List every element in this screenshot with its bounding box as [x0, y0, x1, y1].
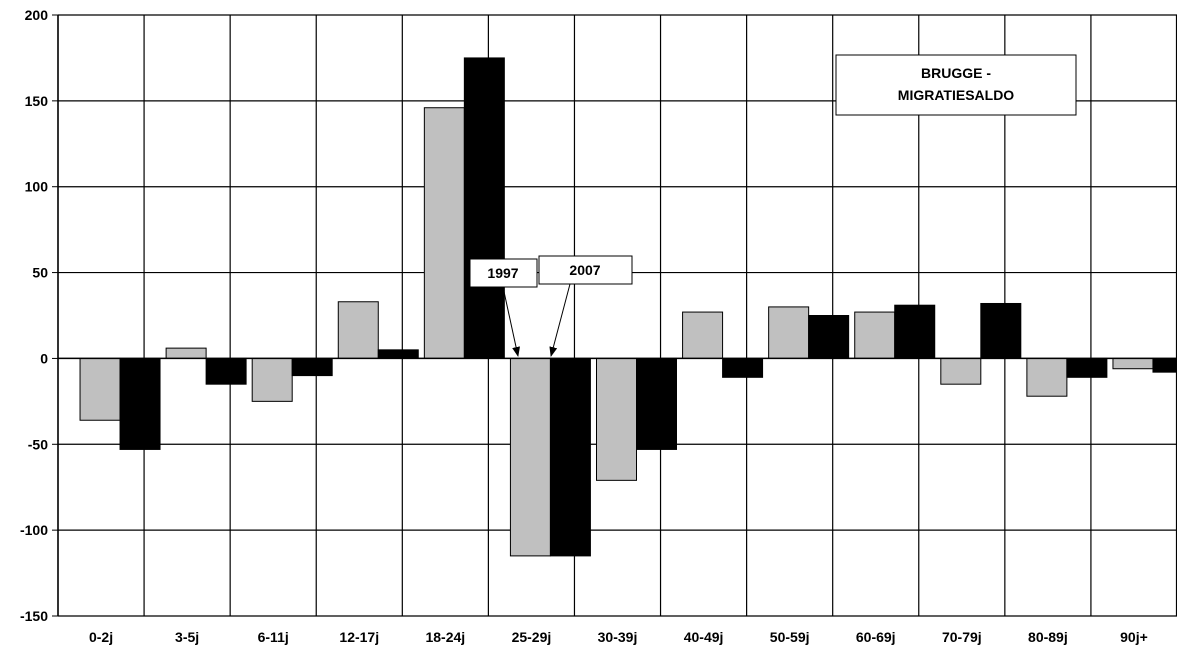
y-tick-label: -150 [20, 608, 48, 624]
x-tick-label: 18-24j [425, 629, 465, 645]
x-tick-label: 90j+ [1120, 629, 1148, 645]
bar-1997-25-29j [509, 357, 551, 557]
x-tick-label: 3-5j [175, 629, 199, 645]
bar-2007-6-11j [291, 357, 333, 377]
callout-label-2007: 2007 [569, 262, 600, 278]
bar-2007-25-29j [549, 357, 591, 557]
y-tick-label: 0 [40, 350, 48, 366]
y-tick-label: -100 [20, 522, 48, 538]
x-tick-label: 40-49j [684, 629, 724, 645]
chart-title-line-1: BRUGGE - [921, 65, 991, 81]
bar-2007-50-59j [808, 315, 850, 359]
bars [79, 57, 1177, 557]
bar-1997-6-11j [251, 357, 293, 402]
bar-2007-30-39j [636, 357, 677, 450]
x-tick-label: 0-2j [89, 629, 113, 645]
x-tick-label: 60-69j [856, 629, 896, 645]
bar-1997-60-69j [854, 311, 896, 359]
bar-2007-3-5j [205, 357, 247, 385]
x-tick-label: 30-39j [598, 629, 638, 645]
bar-1997-18-24j [423, 107, 465, 359]
y-tick-label: 150 [25, 93, 49, 109]
x-tick-label: 25-29j [512, 629, 552, 645]
bar-1997-90j+ [1112, 357, 1154, 370]
callout-2007: 2007 [538, 255, 633, 357]
y-tick-label: 200 [25, 7, 49, 23]
bar-1997-12-17j [337, 301, 379, 359]
y-tick-label: 100 [25, 179, 49, 195]
bar-2007-60-69j [894, 304, 936, 359]
callout-arrow-2007 [549, 283, 571, 357]
chart-title-box: BRUGGE - MIGRATIESALDO [835, 54, 1077, 116]
callout-1997: 1997 [469, 258, 538, 357]
bar-2007-90j+ [1152, 357, 1177, 373]
bar-2007-18-24j [463, 57, 505, 359]
bar-1997-0-2j [79, 357, 121, 421]
bar-1997-80-89j [1026, 357, 1068, 397]
callout-arrow-1997 [502, 286, 520, 357]
callout-label-1997: 1997 [487, 265, 518, 281]
chart-title-line-2: MIGRATIESALDO [898, 87, 1015, 103]
axes [52, 14, 1177, 617]
bar-2007-70-79j [980, 302, 1022, 359]
bar-1997-30-39j [596, 357, 637, 481]
x-tick-label: 6-11j [258, 629, 289, 645]
bar-1997-50-59j [768, 306, 810, 359]
bar-2007-40-49j [722, 357, 764, 378]
bar-2007-80-89j [1066, 357, 1108, 378]
bar-1997-40-49j [682, 311, 724, 359]
bar-2007-0-2j [119, 357, 161, 450]
bar-1997-70-79j [940, 357, 982, 385]
y-tick-label: -50 [28, 436, 48, 452]
bar-2007-12-17j [377, 349, 419, 359]
y-tick-label: 50 [32, 265, 48, 281]
tick-labels: -150 -100 -50 0 50 100 150 200 0-2j 3-5j 6-11j 12-1… [20, 7, 1148, 645]
x-tick-label: 80-89j [1028, 629, 1068, 645]
x-tick-label: 70-79j [942, 629, 982, 645]
x-tick-label: 12-17j [339, 629, 379, 645]
bar-1997-3-5j [165, 347, 207, 359]
x-tick-label: 50-59j [770, 629, 810, 645]
